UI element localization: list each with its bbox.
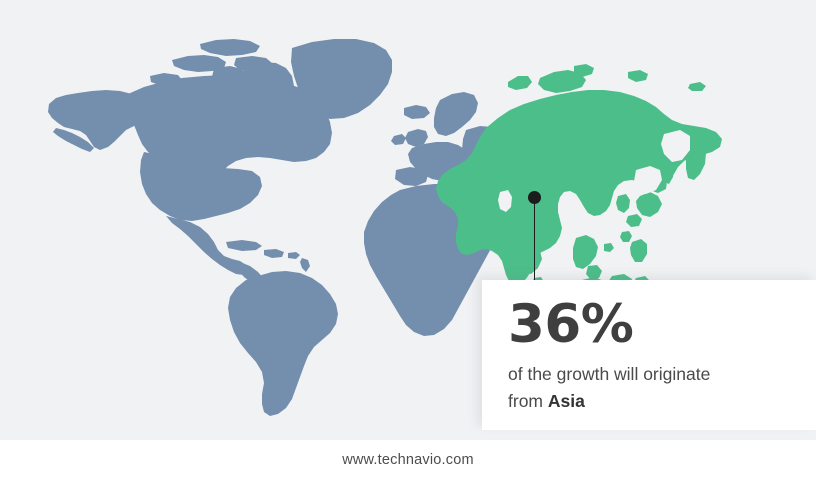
land-taiwan bbox=[620, 231, 632, 242]
land-greenland bbox=[291, 39, 392, 119]
land-baffin bbox=[243, 62, 294, 106]
land-arctic-island-1 bbox=[172, 55, 226, 72]
land-arctic-island-2 bbox=[200, 39, 260, 56]
growth-callout-card: 36% of the growth will originate from As… bbox=[482, 280, 816, 430]
water-sea-of-japan bbox=[634, 166, 662, 194]
land-hainan bbox=[604, 243, 614, 252]
water-bay-of-bengal bbox=[544, 250, 570, 276]
land-japan-honshu bbox=[636, 192, 662, 217]
land-hispaniola bbox=[264, 249, 284, 258]
land-sakhalin bbox=[662, 160, 674, 184]
land-victoria bbox=[212, 66, 246, 85]
land-usa bbox=[140, 152, 262, 221]
land-malay bbox=[586, 265, 602, 280]
growth-percentage-value: 36% bbox=[508, 294, 634, 355]
water-caspian bbox=[498, 190, 512, 212]
land-britain bbox=[405, 129, 428, 147]
water-okhotsk bbox=[661, 130, 690, 162]
growth-region-name: Asia bbox=[547, 391, 585, 412]
land-severnaya bbox=[574, 64, 594, 77]
land-india-tip bbox=[519, 246, 542, 274]
land-japan-kyushu bbox=[626, 214, 642, 227]
land-cuba bbox=[226, 240, 262, 251]
land-ireland bbox=[391, 134, 406, 145]
inner-water-shapes bbox=[498, 130, 690, 276]
land-asia-main bbox=[436, 90, 722, 284]
land-kamchatka bbox=[686, 140, 706, 180]
land-siberia-north bbox=[538, 70, 586, 93]
land-aleutian bbox=[53, 128, 94, 152]
marker-leader-line bbox=[534, 198, 536, 284]
footer-bar: www.technavio.com bbox=[0, 440, 816, 480]
map-panel bbox=[0, 0, 816, 440]
land-south-america bbox=[228, 271, 338, 416]
land-arctic-island-5 bbox=[187, 82, 218, 94]
land-indochina bbox=[573, 235, 598, 269]
land-lesser-antilles bbox=[300, 258, 310, 272]
source-url: www.technavio.com bbox=[342, 452, 474, 468]
land-puerto-rico bbox=[288, 252, 300, 259]
world-map-svg bbox=[48, 39, 722, 416]
land-arctic-island-4 bbox=[150, 73, 182, 86]
land-alaska bbox=[48, 90, 146, 150]
land-novaya-zemlya bbox=[508, 76, 532, 90]
land-iberia bbox=[395, 167, 428, 186]
land-scandinavia bbox=[434, 92, 478, 136]
land-philippines bbox=[630, 239, 647, 262]
land-korea bbox=[616, 194, 630, 213]
land-regions bbox=[48, 39, 518, 416]
growth-description: of the growth will originate from Asia bbox=[508, 361, 790, 415]
land-iceland bbox=[404, 105, 430, 119]
land-mexico bbox=[166, 216, 248, 275]
growth-description-line2-prefix: from bbox=[508, 391, 548, 412]
growth-description-line1: of the growth will originate bbox=[508, 364, 711, 384]
asia-marker-dot bbox=[528, 191, 541, 204]
land-new-siberian bbox=[628, 70, 648, 82]
land-wrangel bbox=[688, 82, 706, 91]
